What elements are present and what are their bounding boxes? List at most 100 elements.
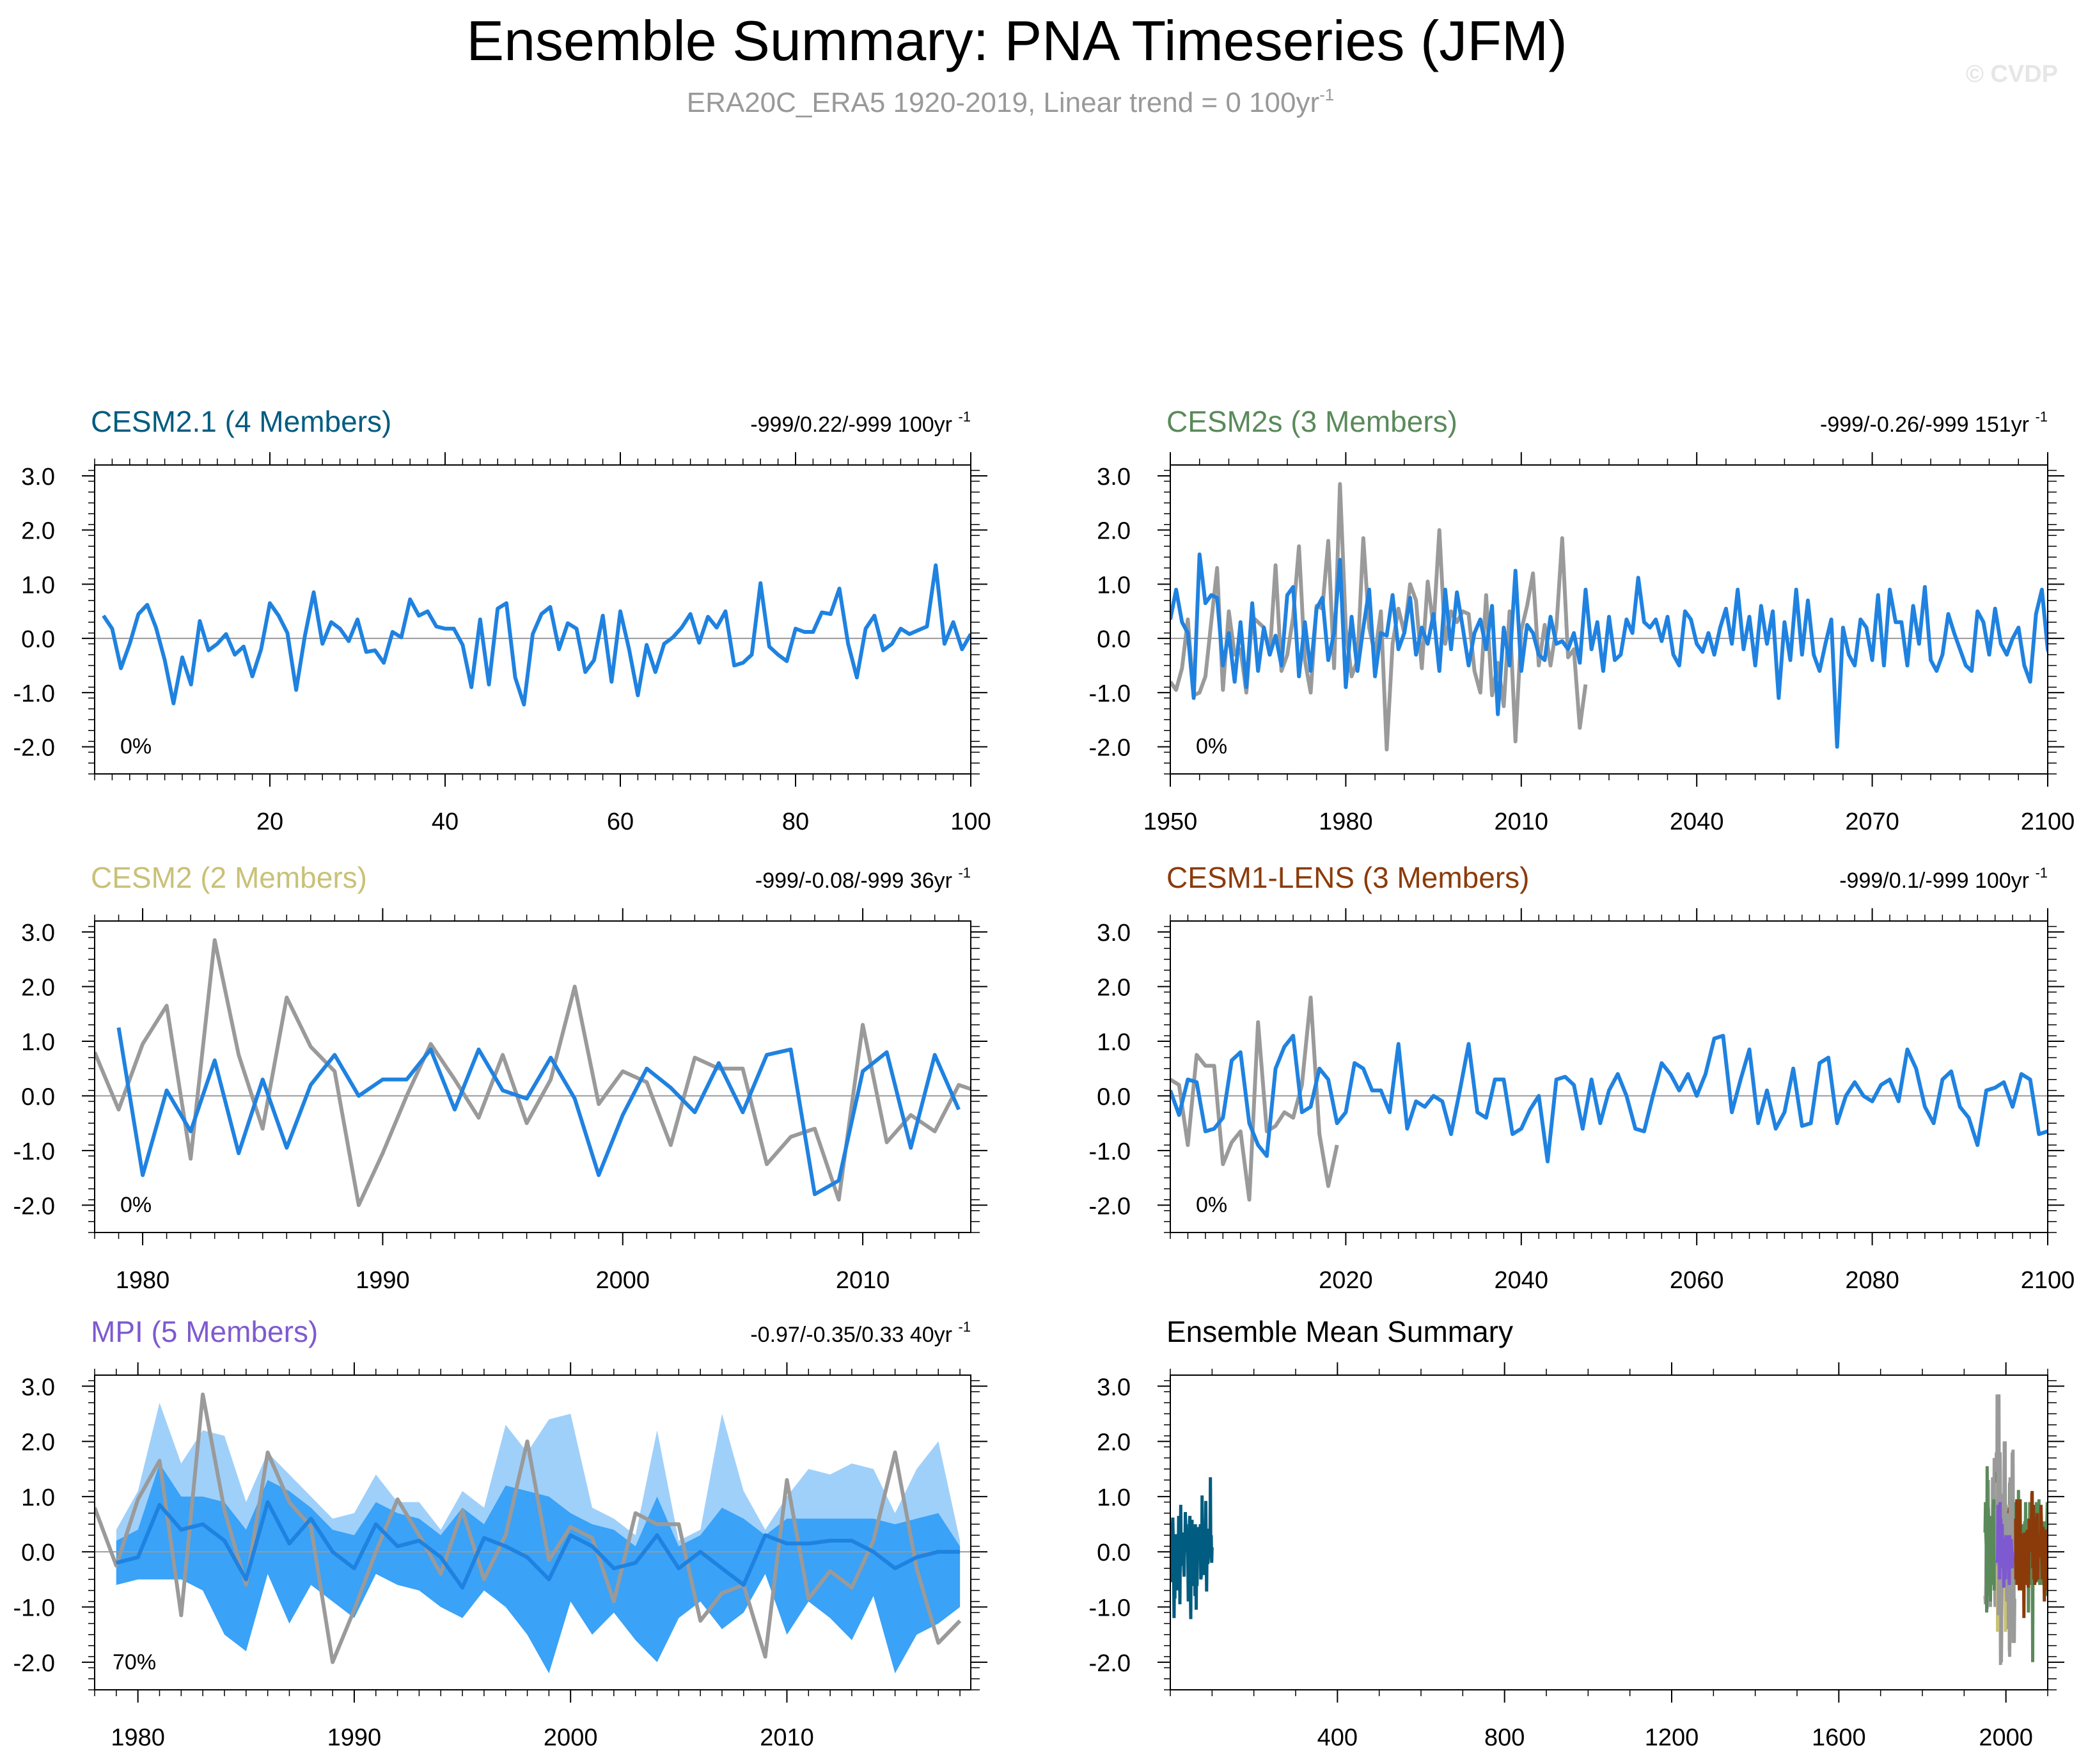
minor-ticks: [1164, 925, 2057, 1233]
y-tick-label: -2.0: [13, 1650, 55, 1677]
panel-cesm2s: 3.0 2.0 1.0 0.0 -1.0 -2.0 1950 1980 2010 2040 2070…: [1089, 405, 2075, 835]
panel-percent: 0%: [1196, 734, 1227, 759]
panel-title: CESM2.1 (4 Members): [91, 405, 391, 438]
minor-ticks: [88, 925, 980, 1233]
y-tick-label: -1.0: [1089, 1138, 1131, 1165]
panel-stats: -999/0.22/-999 100yr -1: [750, 409, 971, 437]
figure-title: Ensemble Summary: PNA Timeseries (JFM): [466, 9, 1567, 72]
series-obs-line: [95, 1392, 962, 1664]
series-model-line: [1170, 1034, 2048, 1163]
y-tick-label: 3.0: [1097, 920, 1131, 947]
y-tick-label: 2.0: [1097, 975, 1131, 1002]
x-tick-label: 80: [782, 808, 809, 835]
y-tick-label: 1.0: [21, 1484, 55, 1511]
plot-frame: [1170, 1374, 2048, 1690]
panel-title: CESM1-LENS (3 Members): [1166, 861, 1529, 894]
minor-ticks: [1164, 1380, 2057, 1690]
panel-title: CESM2 (2 Members): [91, 861, 367, 894]
series-model-line: [116, 1027, 961, 1197]
y-tick-label: 3.0: [1097, 1374, 1131, 1401]
summary-mpi-model: [1995, 1502, 2015, 1588]
panel-title: MPI (5 Members): [91, 1315, 318, 1348]
panel-percent: 70%: [113, 1650, 156, 1674]
plot-area-cesm1: [1170, 995, 2048, 1202]
panel-percent: 0%: [120, 734, 152, 759]
y-tick-label: -1.0: [13, 1595, 55, 1622]
panel-stats: -999/-0.26/-999 151yr -1: [1820, 409, 2048, 437]
y-tick-label: 0.0: [1097, 626, 1131, 653]
y-tick-label: 1.0: [1097, 1029, 1131, 1056]
x-tick-label: 1990: [327, 1724, 382, 1751]
x-tick-label: 1980: [116, 1267, 170, 1294]
plot-area-mpi: [95, 1392, 971, 1674]
x-tick-label: 2020: [1319, 1267, 1373, 1294]
y-tick-label: 0.0: [1097, 1083, 1131, 1110]
y-tick-label: -2.0: [13, 735, 55, 762]
x-tick-label: 1980: [1319, 808, 1373, 835]
watermark-cvdp: © CVDP: [1966, 61, 2058, 88]
panel-cesm21: 3.0 2.0 1.0 0.0 -1.0 -2.0 20 40 60 80 100 CESM2.1 (…: [13, 405, 991, 835]
panel-ensmean: 3.0 2.0 1.0 0.0 -1.0 -2.0 400 800 1200 1600 2000 En…: [1089, 1315, 2064, 1751]
x-tick-label: 2070: [1845, 808, 1899, 835]
x-tick-label: 2080: [1845, 1267, 1899, 1294]
plot-area-ensmean: [1170, 1394, 2048, 1666]
minor-ticks: [88, 1380, 980, 1690]
y-tick-label: -2.0: [13, 1193, 55, 1220]
x-tick-label: 40: [432, 808, 459, 835]
series-obs-line: [1170, 995, 1339, 1202]
x-tick-label: 20: [256, 808, 283, 835]
y-tick-label: 0.0: [1097, 1540, 1131, 1566]
x-tick-label: 2100: [2021, 1267, 2075, 1294]
panel-cesm1: 3.0 2.0 1.0 0.0 -1.0 -2.0 2020 2040 2060 2080 2100…: [1089, 861, 2075, 1294]
y-tick-label: -2.0: [1089, 1650, 1131, 1677]
series-model-line: [1170, 552, 2048, 749]
x-tick-label: 1950: [1143, 808, 1198, 835]
y-tick-label: -2.0: [1089, 735, 1131, 762]
panel-stats: -0.97/-0.35/0.33 40yr -1: [750, 1319, 971, 1347]
y-tick-label: 3.0: [21, 920, 55, 947]
x-tick-label: 2040: [1495, 1267, 1549, 1294]
x-tick-label: 1600: [1812, 1724, 1866, 1751]
y-tick-label: -1.0: [1089, 1595, 1131, 1622]
x-tick-label: 2010: [760, 1724, 814, 1751]
y-tick-label: 2.0: [1097, 1429, 1131, 1456]
series-model-line: [116, 1500, 961, 1590]
y-tick-label: 2.0: [21, 518, 55, 545]
x-tick-label: 2040: [1670, 808, 1724, 835]
x-tick-label: 100: [950, 808, 991, 835]
minor-ticks: [1164, 469, 2057, 775]
plot-frame: [94, 920, 971, 1233]
y-tick-label: 1.0: [1097, 572, 1131, 599]
series-model-line: [102, 563, 971, 707]
y-tick-label: 0.0: [21, 626, 55, 653]
series-obs-line: [1170, 482, 1588, 752]
plot-area-cesm2s: [1170, 482, 2048, 752]
y-tick-label: -1.0: [13, 681, 55, 707]
y-tick-label: 0.0: [21, 1540, 55, 1566]
panel-cesm2: 3.0 2.0 1.0 0.0 -1.0 -2.0 1980 1990 2000 2010 CESM…: [13, 861, 987, 1294]
x-tick-label: 1980: [111, 1724, 165, 1751]
panel-title: Ensemble Mean Summary: [1166, 1315, 1513, 1348]
y-tick-label: 0.0: [21, 1083, 55, 1110]
y-tick-label: -1.0: [1089, 681, 1131, 707]
plot-area-cesm2: [95, 938, 971, 1208]
x-tick-label: 1200: [1645, 1724, 1699, 1751]
panel-stats: -999/0.1/-999 100yr -1: [1839, 865, 2048, 893]
x-tick-label: 800: [1484, 1724, 1525, 1751]
y-tick-label: 2.0: [21, 1429, 55, 1456]
y-tick-label: 1.0: [21, 1029, 55, 1056]
y-tick-label: 1.0: [1097, 1484, 1131, 1511]
x-tick-label: 2100: [2021, 808, 2075, 835]
x-tick-label: 2010: [836, 1267, 890, 1294]
summary-cesm21-model: [1170, 1477, 1214, 1619]
panel-mpi: 3.0 2.0 1.0 0.0 -1.0 -2.0 1980 1990 2000 2010 MPI …: [13, 1315, 987, 1751]
y-tick-label: 3.0: [21, 464, 55, 491]
plot-area-cesm21: [95, 563, 971, 707]
plot-frame: [94, 1374, 971, 1690]
panel-percent: 0%: [1196, 1193, 1227, 1217]
y-tick-label: 1.0: [21, 572, 55, 599]
y-tick-label: 2.0: [21, 975, 55, 1002]
series-obs-line: [95, 938, 971, 1208]
panel-percent: 0%: [120, 1193, 152, 1217]
x-tick-label: 2010: [1495, 808, 1549, 835]
